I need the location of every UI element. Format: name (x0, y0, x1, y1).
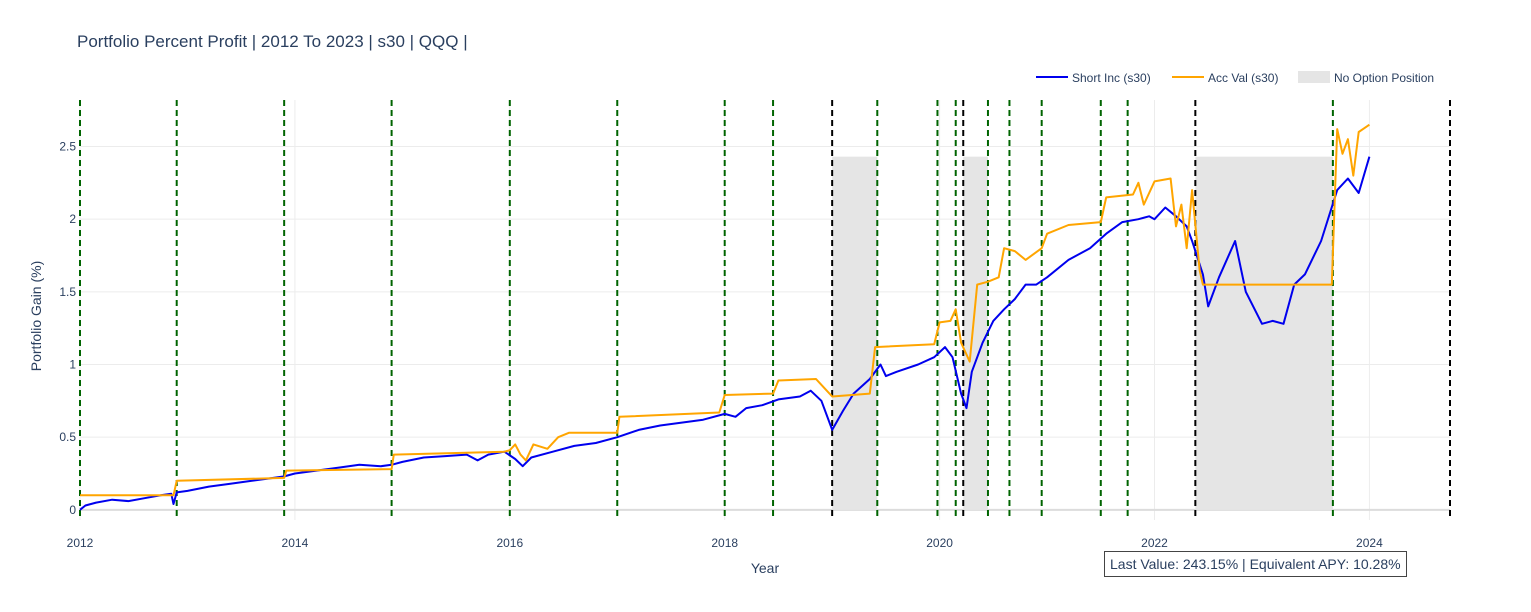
x-tick-label: 2012 (67, 536, 94, 550)
y-tick-label: 1.5 (59, 285, 76, 299)
legend-item-acc-val-s30[interactable]: Acc Val (s30) (1172, 71, 1278, 85)
y-tick-label: 2 (69, 212, 76, 226)
legend-label: No Option Position (1334, 71, 1434, 85)
x-tick-label: 2018 (711, 536, 738, 550)
legend[interactable]: Short Inc (s30) Acc Val (s30) No Option Po… (1036, 71, 1434, 85)
legend-label: Acc Val (s30) (1208, 71, 1278, 85)
x-tick-label: 2014 (282, 536, 309, 550)
x-tick-label: 2016 (496, 536, 523, 550)
no-option-position-area (963, 156, 988, 510)
y-tick-label: 0.5 (59, 430, 76, 444)
dashed-marker-lines (79, 100, 1451, 520)
x-axis-title: Year (751, 560, 780, 576)
series-line-acc-val-s30 (80, 123, 1370, 497)
no-option-position-area (832, 156, 878, 510)
axis-ticks: 2012 2014 2016 2018 2020 2022 2024 0 0.5 1 1.5 2 2.5 (59, 140, 1383, 550)
no-option-position-areas (832, 156, 1333, 510)
y-tick-label: 2.5 (59, 140, 76, 154)
y-tick-label: 0 (69, 503, 76, 517)
no-option-position-area (1195, 156, 1333, 510)
legend-swatch (1298, 71, 1330, 83)
y-axis-title: Portfolio Gain (%) (28, 261, 44, 371)
x-tick-label: 2020 (926, 536, 953, 550)
series-lines (79, 123, 1371, 511)
x-tick-label: 2022 (1141, 536, 1168, 550)
y-tick-label: 1 (69, 357, 76, 371)
x-tick-label: 2024 (1356, 536, 1383, 550)
last-value-annotation: Last Value: 243.15% | Equivalent APY: 10… (1104, 551, 1407, 577)
legend-label: Short Inc (s30) (1072, 71, 1151, 85)
legend-item-short-inc-s30[interactable]: Short Inc (s30) (1036, 71, 1151, 85)
chart-title: Portfolio Percent Profit | 2012 To 2023 … (77, 32, 468, 51)
legend-item-no-option-position[interactable]: No Option Position (1298, 71, 1434, 85)
